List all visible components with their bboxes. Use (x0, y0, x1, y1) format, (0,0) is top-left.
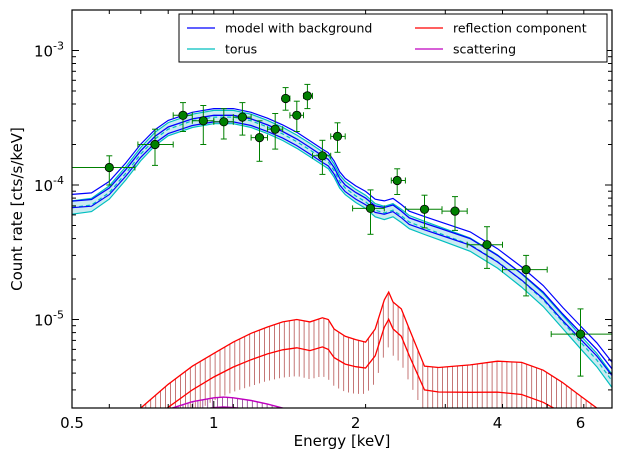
legend-label: torus (225, 42, 257, 57)
legend-box (178, 13, 608, 63)
data-point (178, 110, 188, 120)
data-point (317, 151, 327, 161)
data-point (365, 203, 376, 213)
data-point-group (72, 155, 136, 186)
model-lower-line (72, 121, 612, 376)
data-point-group (466, 226, 503, 269)
data-point-group (267, 113, 284, 150)
torus-lower-line (72, 123, 612, 388)
data-point-group (390, 168, 406, 195)
x-tick-label: 0.5 (60, 414, 84, 432)
data-point-group (502, 254, 548, 297)
legend-label: scattering (453, 42, 516, 57)
y-tick-label: 10-5 (34, 309, 64, 330)
data-point (237, 112, 247, 122)
data-point (280, 93, 291, 104)
data-point (450, 206, 460, 216)
data-point-group (550, 308, 612, 377)
data-point-group (280, 87, 291, 111)
data-point (270, 124, 280, 134)
scattering-band (172, 397, 283, 408)
data-point (392, 175, 402, 186)
data-point (575, 329, 586, 339)
model-line (72, 114, 612, 370)
data-point-group (137, 128, 174, 166)
x-tick-label: 6 (576, 414, 586, 432)
plot-frame (71, 9, 613, 409)
data-point-group (213, 108, 234, 140)
data-point (150, 139, 160, 150)
data-point (254, 133, 265, 143)
data-point-group (232, 102, 252, 136)
legend: model with background reflection componen… (178, 13, 608, 63)
x-tick-label: 2 (351, 414, 361, 432)
legend-label: model with background (225, 21, 372, 36)
data-point (521, 264, 531, 275)
data-point (292, 110, 302, 120)
model-upper-line (72, 108, 612, 363)
x-tick-label: 4 (493, 414, 503, 432)
scattering-line (169, 396, 286, 408)
plot-area (72, 83, 612, 408)
data-point (482, 240, 492, 250)
data-point-group (352, 189, 385, 235)
x-tick-label: 1 (209, 414, 219, 432)
data-point (198, 116, 208, 126)
data-points (72, 83, 612, 377)
axis-ticks: 0.5 1 2 4 6 10-5 10-4 10-3 (34, 9, 612, 432)
data-point-group (191, 105, 215, 145)
data-point-group (302, 83, 313, 110)
y-axis-label: Count rate [cts/s/keV] (8, 127, 26, 291)
data-point-group (441, 196, 468, 231)
y-tick-label: 10-3 (34, 40, 64, 61)
data-point (332, 131, 343, 141)
x-axis-label: Energy [keV] (294, 432, 391, 450)
legend-label: reflection component (453, 21, 587, 36)
data-point (419, 204, 430, 214)
data-point-group (250, 120, 268, 162)
data-point-group (312, 139, 332, 175)
y-tick-label: 10-4 (34, 174, 64, 195)
data-point-group (330, 122, 346, 153)
data-point-group (172, 102, 193, 132)
data-point (302, 91, 312, 101)
reflection-middle-line (166, 317, 555, 408)
data-point (219, 117, 229, 127)
reflection-upper-line (140, 290, 598, 408)
data-point-group (289, 100, 304, 132)
data-point (104, 162, 114, 173)
